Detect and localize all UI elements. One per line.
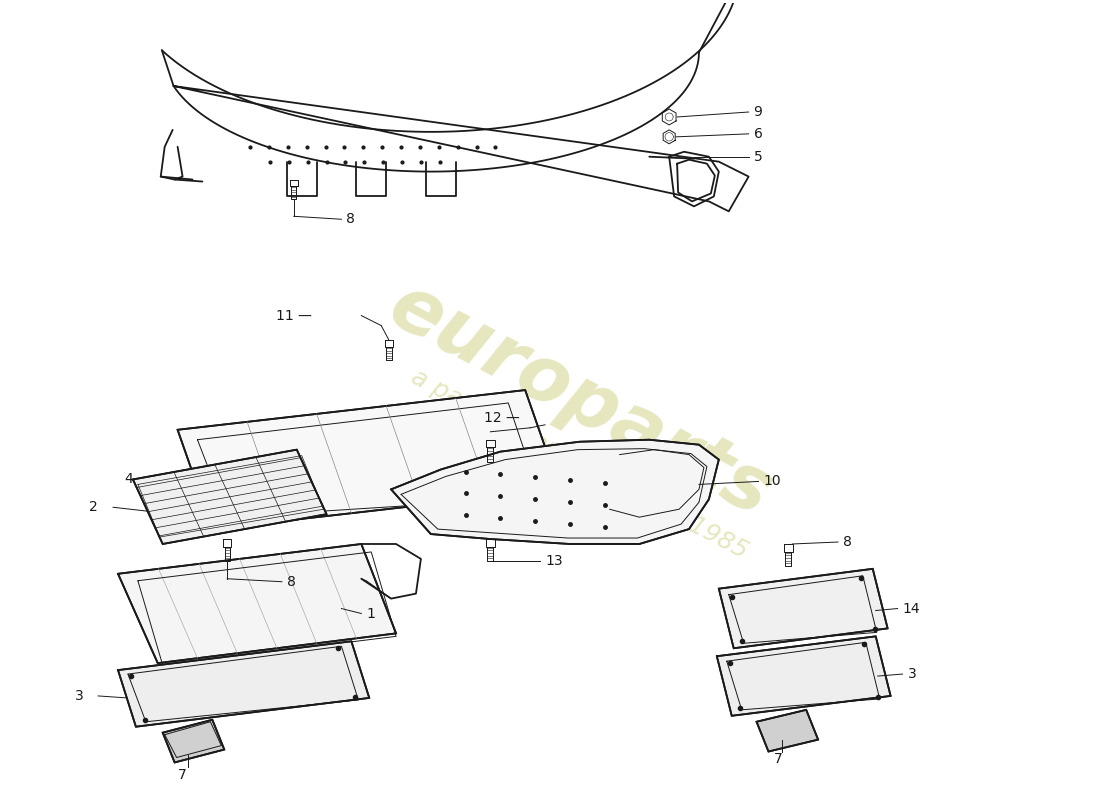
Text: 3: 3 <box>75 689 84 703</box>
Text: 8: 8 <box>346 212 355 226</box>
Text: 7: 7 <box>774 753 783 766</box>
Text: 12 —: 12 — <box>484 411 520 425</box>
Text: 10: 10 <box>763 474 781 489</box>
Polygon shape <box>163 720 224 762</box>
Text: 9: 9 <box>754 105 762 119</box>
Text: 5: 5 <box>754 150 762 164</box>
Text: 3: 3 <box>908 667 916 681</box>
Text: 8: 8 <box>843 535 851 549</box>
Polygon shape <box>118 642 370 726</box>
Text: 13: 13 <box>544 554 563 568</box>
Polygon shape <box>177 390 560 529</box>
Text: 2: 2 <box>89 500 98 514</box>
Text: 11 —: 11 — <box>276 309 311 322</box>
Text: 4: 4 <box>124 473 133 486</box>
Text: 7: 7 <box>178 768 187 782</box>
Polygon shape <box>118 544 396 663</box>
Text: 8: 8 <box>287 574 296 589</box>
Text: 6: 6 <box>754 127 762 141</box>
Text: 14: 14 <box>902 602 921 615</box>
Text: a passion for parts since 1985: a passion for parts since 1985 <box>407 366 752 564</box>
Polygon shape <box>717 636 891 716</box>
Text: europarts: europarts <box>376 268 783 532</box>
Polygon shape <box>133 450 327 544</box>
Polygon shape <box>392 440 718 544</box>
Text: 1: 1 <box>366 606 375 621</box>
Polygon shape <box>718 569 888 648</box>
Polygon shape <box>757 710 818 751</box>
